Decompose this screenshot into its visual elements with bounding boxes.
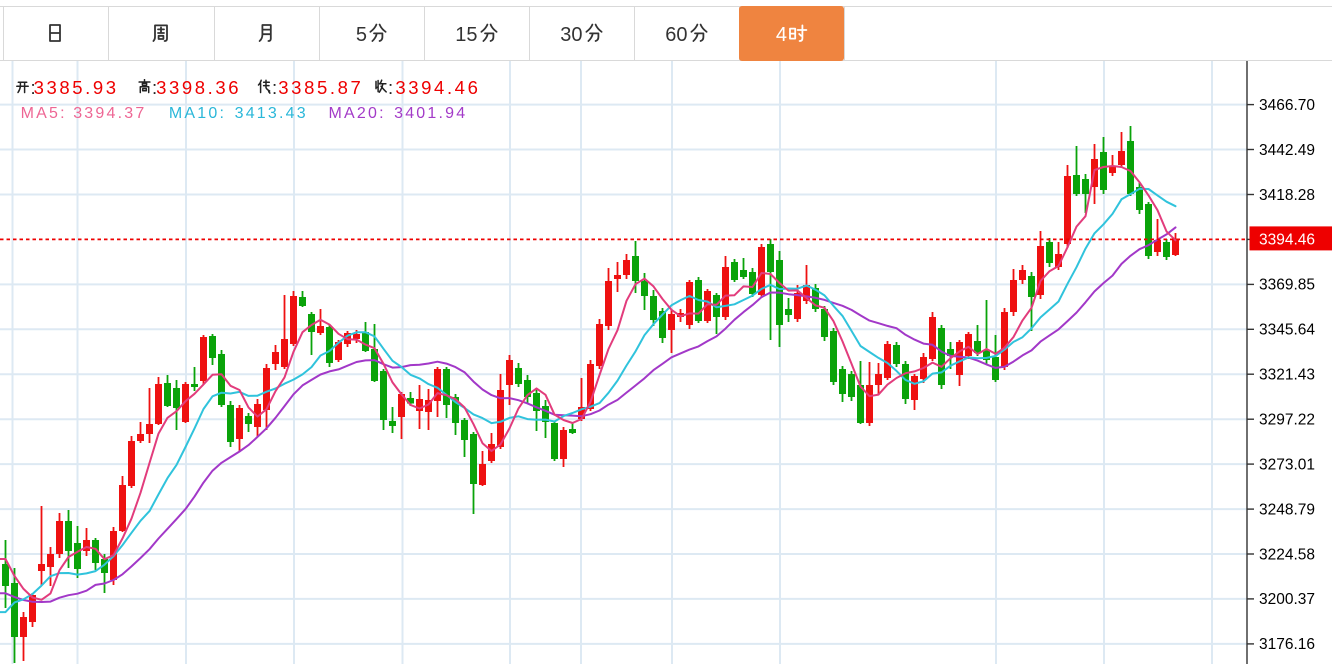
svg-text:3273.01: 3273.01 xyxy=(1259,456,1315,473)
svg-text:3418.28: 3418.28 xyxy=(1259,187,1315,204)
svg-text:3466.70: 3466.70 xyxy=(1259,97,1315,114)
svg-text:3176.16: 3176.16 xyxy=(1259,636,1315,653)
svg-text:3224.58: 3224.58 xyxy=(1259,546,1315,563)
svg-text:3369.85: 3369.85 xyxy=(1259,277,1315,294)
svg-text:3394.46: 3394.46 xyxy=(1259,232,1315,249)
svg-text:3321.43: 3321.43 xyxy=(1259,367,1315,384)
svg-text:3248.79: 3248.79 xyxy=(1259,501,1315,518)
svg-text:3345.64: 3345.64 xyxy=(1259,322,1315,339)
svg-text:3442.49: 3442.49 xyxy=(1259,142,1315,159)
svg-text:3297.22: 3297.22 xyxy=(1259,412,1315,429)
svg-text:3200.37: 3200.37 xyxy=(1259,591,1315,608)
